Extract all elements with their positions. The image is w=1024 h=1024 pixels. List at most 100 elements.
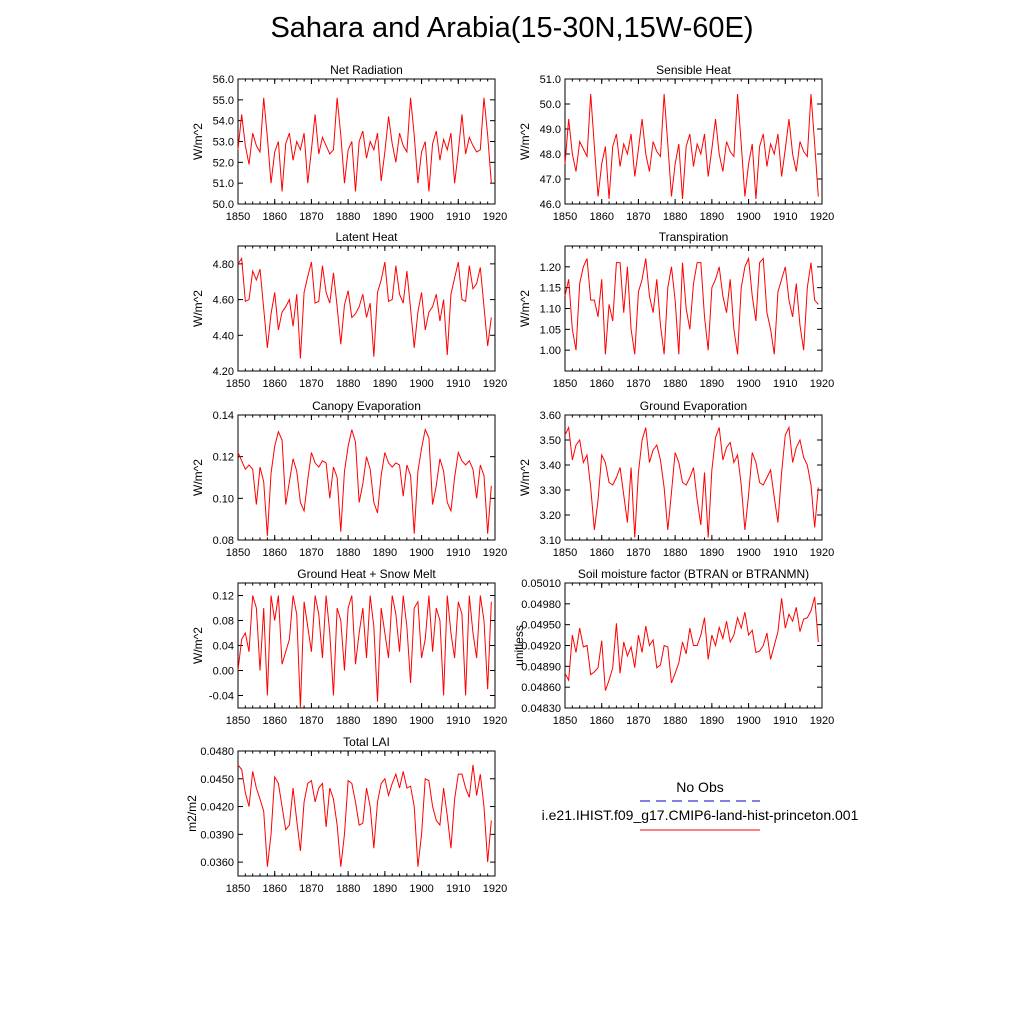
- x-tick-label: 1910: [773, 715, 797, 727]
- y-tick-label: 47.0: [540, 174, 561, 186]
- plot-frame: [237, 78, 496, 205]
- y-tick-label: 55.0: [213, 95, 234, 107]
- y-tick-label: 0.00: [213, 666, 234, 678]
- panel-title: Total LAI: [343, 735, 390, 749]
- x-tick-label: 1910: [773, 378, 797, 390]
- x-tick-label: 1920: [483, 715, 507, 727]
- x-tick-label: 1920: [483, 547, 507, 559]
- x-tick-label: 1880: [336, 211, 360, 223]
- y-tick-label: 3.10: [540, 535, 561, 547]
- y-axis-label: m2/m2: [185, 795, 199, 832]
- legend-obs-label: No Obs: [676, 779, 724, 795]
- panel-title: Soil moisture factor (BTRAN or BTRANMN): [578, 567, 809, 581]
- x-tick-label: 1880: [336, 378, 360, 390]
- x-tick-label: 1910: [446, 211, 470, 223]
- x-tick-label: 1890: [373, 211, 397, 223]
- x-tick-label: 1900: [736, 211, 760, 223]
- plot-frame: [564, 414, 823, 541]
- series-line: [237, 595, 492, 709]
- y-tick-label: 0.04950: [521, 620, 561, 632]
- y-axis-label: W/m^2: [518, 123, 532, 160]
- x-tick-label: 1900: [409, 211, 433, 223]
- x-tick-label: 1860: [589, 378, 613, 390]
- x-tick-label: 1870: [626, 715, 650, 727]
- y-tick-label: 0.0360: [200, 857, 234, 869]
- y-tick-label: 49.0: [540, 124, 561, 136]
- plot-frame: [237, 245, 496, 372]
- panel-title: Sensible Heat: [656, 63, 731, 77]
- x-tick-label: 1900: [736, 715, 760, 727]
- y-tick-label: 50.0: [540, 99, 561, 111]
- series-line: [564, 93, 819, 200]
- x-tick-label: 1890: [373, 547, 397, 559]
- x-tick-label: 1890: [700, 547, 724, 559]
- x-tick-label: 1860: [589, 547, 613, 559]
- y-tick-label: 0.0450: [200, 774, 234, 786]
- plot-frame: [237, 414, 496, 541]
- y-tick-label: 0.04920: [521, 641, 561, 653]
- chart-panel-5: Canopy Evaporation 1850 1860 1870 1880 1890 19…: [191, 399, 507, 559]
- x-tick-label: 1860: [262, 547, 286, 559]
- y-tick-label: 0.04: [213, 641, 234, 653]
- y-axis-label: W/m^2: [518, 290, 532, 327]
- y-tick-label: 3.30: [540, 485, 561, 497]
- x-tick-label: 1920: [483, 378, 507, 390]
- chart-panel-3: Latent Heat 1850 1860 1870 1880 1890 1900 1910 1…: [191, 230, 507, 390]
- y-tick-label: 0.05010: [521, 578, 561, 590]
- x-tick-label: 1850: [226, 547, 250, 559]
- x-tick-label: 1860: [262, 378, 286, 390]
- y-tick-label: 0.14: [213, 410, 234, 422]
- y-tick-label: 52.0: [213, 157, 234, 169]
- y-tick-label: 0.04890: [521, 661, 561, 673]
- y-tick-label: 0.08: [213, 616, 234, 628]
- panel-title: Canopy Evaporation: [312, 399, 421, 413]
- x-tick-label: 1910: [446, 547, 470, 559]
- y-tick-label: 0.0390: [200, 829, 234, 841]
- y-tick-label: 1.05: [540, 324, 561, 336]
- x-tick-label: 1900: [409, 547, 433, 559]
- y-tick-label: 46.0: [540, 199, 561, 211]
- chart-panel-1: Net Radiation 1850 1860 1870 1880 1890 1900 191…: [191, 63, 507, 223]
- y-tick-label: 0.0480: [200, 746, 234, 758]
- x-tick-label: 1850: [553, 715, 577, 727]
- y-tick-label: 0.10: [213, 493, 234, 505]
- y-tick-label: 3.40: [540, 460, 561, 472]
- chart-panel-6: Ground Evaporation 1850 1860 1870 1880 1890 19…: [518, 399, 834, 559]
- x-tick-label: 1870: [626, 378, 650, 390]
- y-tick-label: 3.20: [540, 510, 561, 522]
- x-tick-label: 1900: [409, 378, 433, 390]
- x-tick-label: 1850: [553, 547, 577, 559]
- chart-panel-7: Ground Heat + Snow Melt 1850 1860 1870 1880 1…: [191, 567, 507, 727]
- x-tick-label: 1920: [810, 211, 834, 223]
- y-axis-label: unitless: [512, 625, 526, 666]
- x-tick-label: 1910: [773, 547, 797, 559]
- x-tick-label: 1880: [336, 547, 360, 559]
- y-tick-label: 0.04980: [521, 599, 561, 611]
- x-tick-label: 1890: [373, 883, 397, 895]
- y-tick-label: 0.0420: [200, 802, 234, 814]
- x-tick-label: 1880: [663, 715, 687, 727]
- x-tick-label: 1880: [336, 883, 360, 895]
- panel-title: Ground Heat + Snow Melt: [297, 567, 436, 581]
- x-tick-label: 1900: [409, 715, 433, 727]
- y-axis-label: W/m^2: [191, 627, 205, 664]
- legend-model-label: i.e21.IHIST.f09_g17.CMIP6-land-hist-prin…: [541, 807, 859, 823]
- x-tick-label: 1900: [409, 883, 433, 895]
- series-line: [564, 256, 819, 355]
- y-tick-label: 54.0: [213, 116, 234, 128]
- y-tick-label: 53.0: [213, 137, 234, 149]
- x-tick-label: 1880: [663, 378, 687, 390]
- x-tick-label: 1860: [589, 715, 613, 727]
- x-tick-label: 1910: [446, 378, 470, 390]
- x-tick-label: 1860: [589, 211, 613, 223]
- y-tick-label: 51.0: [540, 74, 561, 86]
- x-tick-label: 1850: [226, 211, 250, 223]
- x-tick-label: 1890: [373, 715, 397, 727]
- y-tick-label: 56.0: [213, 74, 234, 86]
- page-title: Sahara and Arabia(15-30N,15W-60E): [270, 12, 754, 44]
- x-tick-label: 1870: [299, 883, 323, 895]
- x-tick-label: 1870: [626, 547, 650, 559]
- y-tick-label: 0.08: [213, 535, 234, 547]
- x-tick-label: 1880: [663, 211, 687, 223]
- x-tick-label: 1920: [810, 378, 834, 390]
